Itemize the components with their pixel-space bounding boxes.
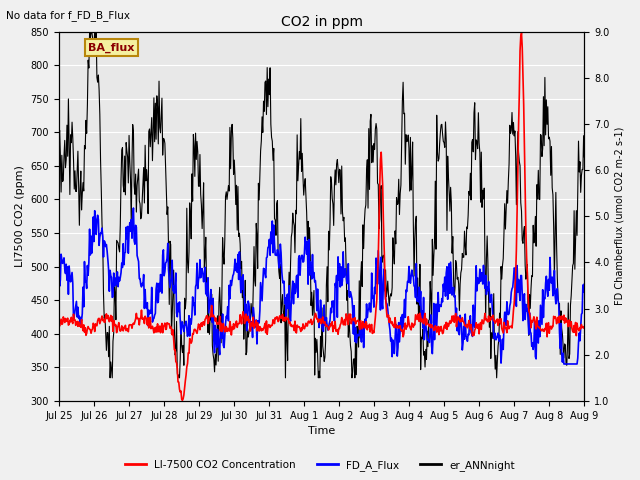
Y-axis label: FD Chamberflux (umol CO2 m-2 s-1): FD Chamberflux (umol CO2 m-2 s-1) [615,127,625,305]
Y-axis label: LI7500 CO2 (ppm): LI7500 CO2 (ppm) [15,165,25,267]
X-axis label: Time: Time [308,426,335,436]
Legend: LI-7500 CO2 Concentration, FD_A_Flux, er_ANNnight: LI-7500 CO2 Concentration, FD_A_Flux, er… [121,456,519,475]
Text: No data for f_FD_B_Flux: No data for f_FD_B_Flux [6,10,131,21]
Text: BA_flux: BA_flux [88,43,134,53]
Title: CO2 in ppm: CO2 in ppm [280,15,363,29]
